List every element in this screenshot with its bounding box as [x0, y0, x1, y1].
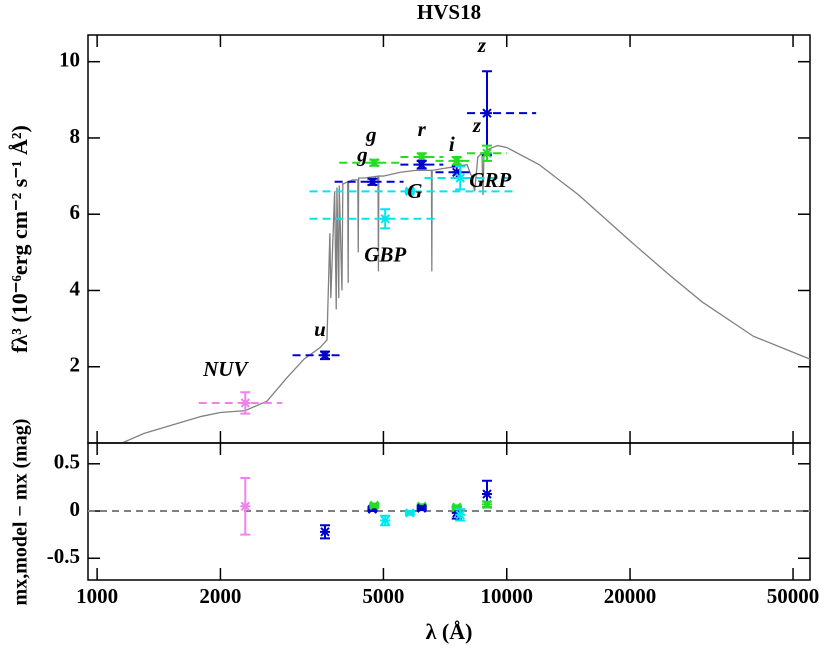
marker	[455, 173, 466, 183]
chart-title: HVS18	[417, 0, 481, 24]
marker	[369, 500, 380, 511]
marker	[404, 186, 415, 197]
x-tick-label: 5000	[362, 584, 404, 608]
y-tick-label: 4	[70, 276, 81, 300]
point-label: i	[449, 132, 455, 156]
x-tick-label: 20000	[604, 584, 657, 608]
x-tick-label: 50000	[767, 584, 820, 608]
x-tick-label: 10000	[480, 584, 533, 608]
marker	[319, 527, 330, 537]
model-spectrum	[121, 144, 811, 444]
marker	[482, 148, 493, 158]
point-label: g	[356, 143, 368, 167]
marker	[380, 214, 391, 224]
marker	[380, 515, 391, 526]
x-tick-label: 1000	[76, 584, 118, 608]
marker	[416, 152, 427, 162]
y-tick-label: 6	[70, 200, 81, 224]
marker	[369, 158, 380, 168]
marker	[455, 510, 466, 520]
y-tick-label: 0.5	[54, 450, 80, 474]
y-tick-label: 2	[70, 353, 81, 377]
point-label: GRP	[469, 168, 511, 192]
marker	[482, 499, 493, 510]
y-tick-label: 0	[70, 497, 81, 521]
plot-frame	[87, 34, 811, 444]
residual-axis-label: mx,model − mx (mag)	[10, 419, 32, 606]
x-tick-label: 2000	[199, 584, 241, 608]
x-axis-label: λ (Å)	[426, 619, 473, 644]
marker	[240, 501, 251, 512]
marker	[482, 489, 493, 499]
y-axis-label: fλ³ (10⁻⁶erg cm⁻² s⁻¹ Å²)	[7, 125, 32, 353]
point-label: z	[472, 113, 482, 137]
point-label: z	[477, 33, 487, 57]
marker	[416, 503, 427, 513]
point-label: r	[418, 117, 427, 141]
point-label: G	[407, 179, 422, 203]
y-tick-label: 8	[70, 124, 81, 148]
point-label: u	[314, 317, 326, 341]
y-tick-label: -0.5	[47, 544, 80, 568]
marker	[416, 159, 427, 170]
marker	[319, 350, 330, 361]
point-label: g	[365, 123, 377, 147]
point-label: GBP	[364, 243, 406, 267]
marker	[404, 508, 415, 518]
marker	[451, 156, 462, 166]
point-label: NUV	[202, 357, 249, 381]
marker	[482, 108, 493, 118]
y-tick-label: 10	[59, 48, 80, 72]
marker	[240, 398, 251, 408]
marker	[367, 177, 378, 187]
